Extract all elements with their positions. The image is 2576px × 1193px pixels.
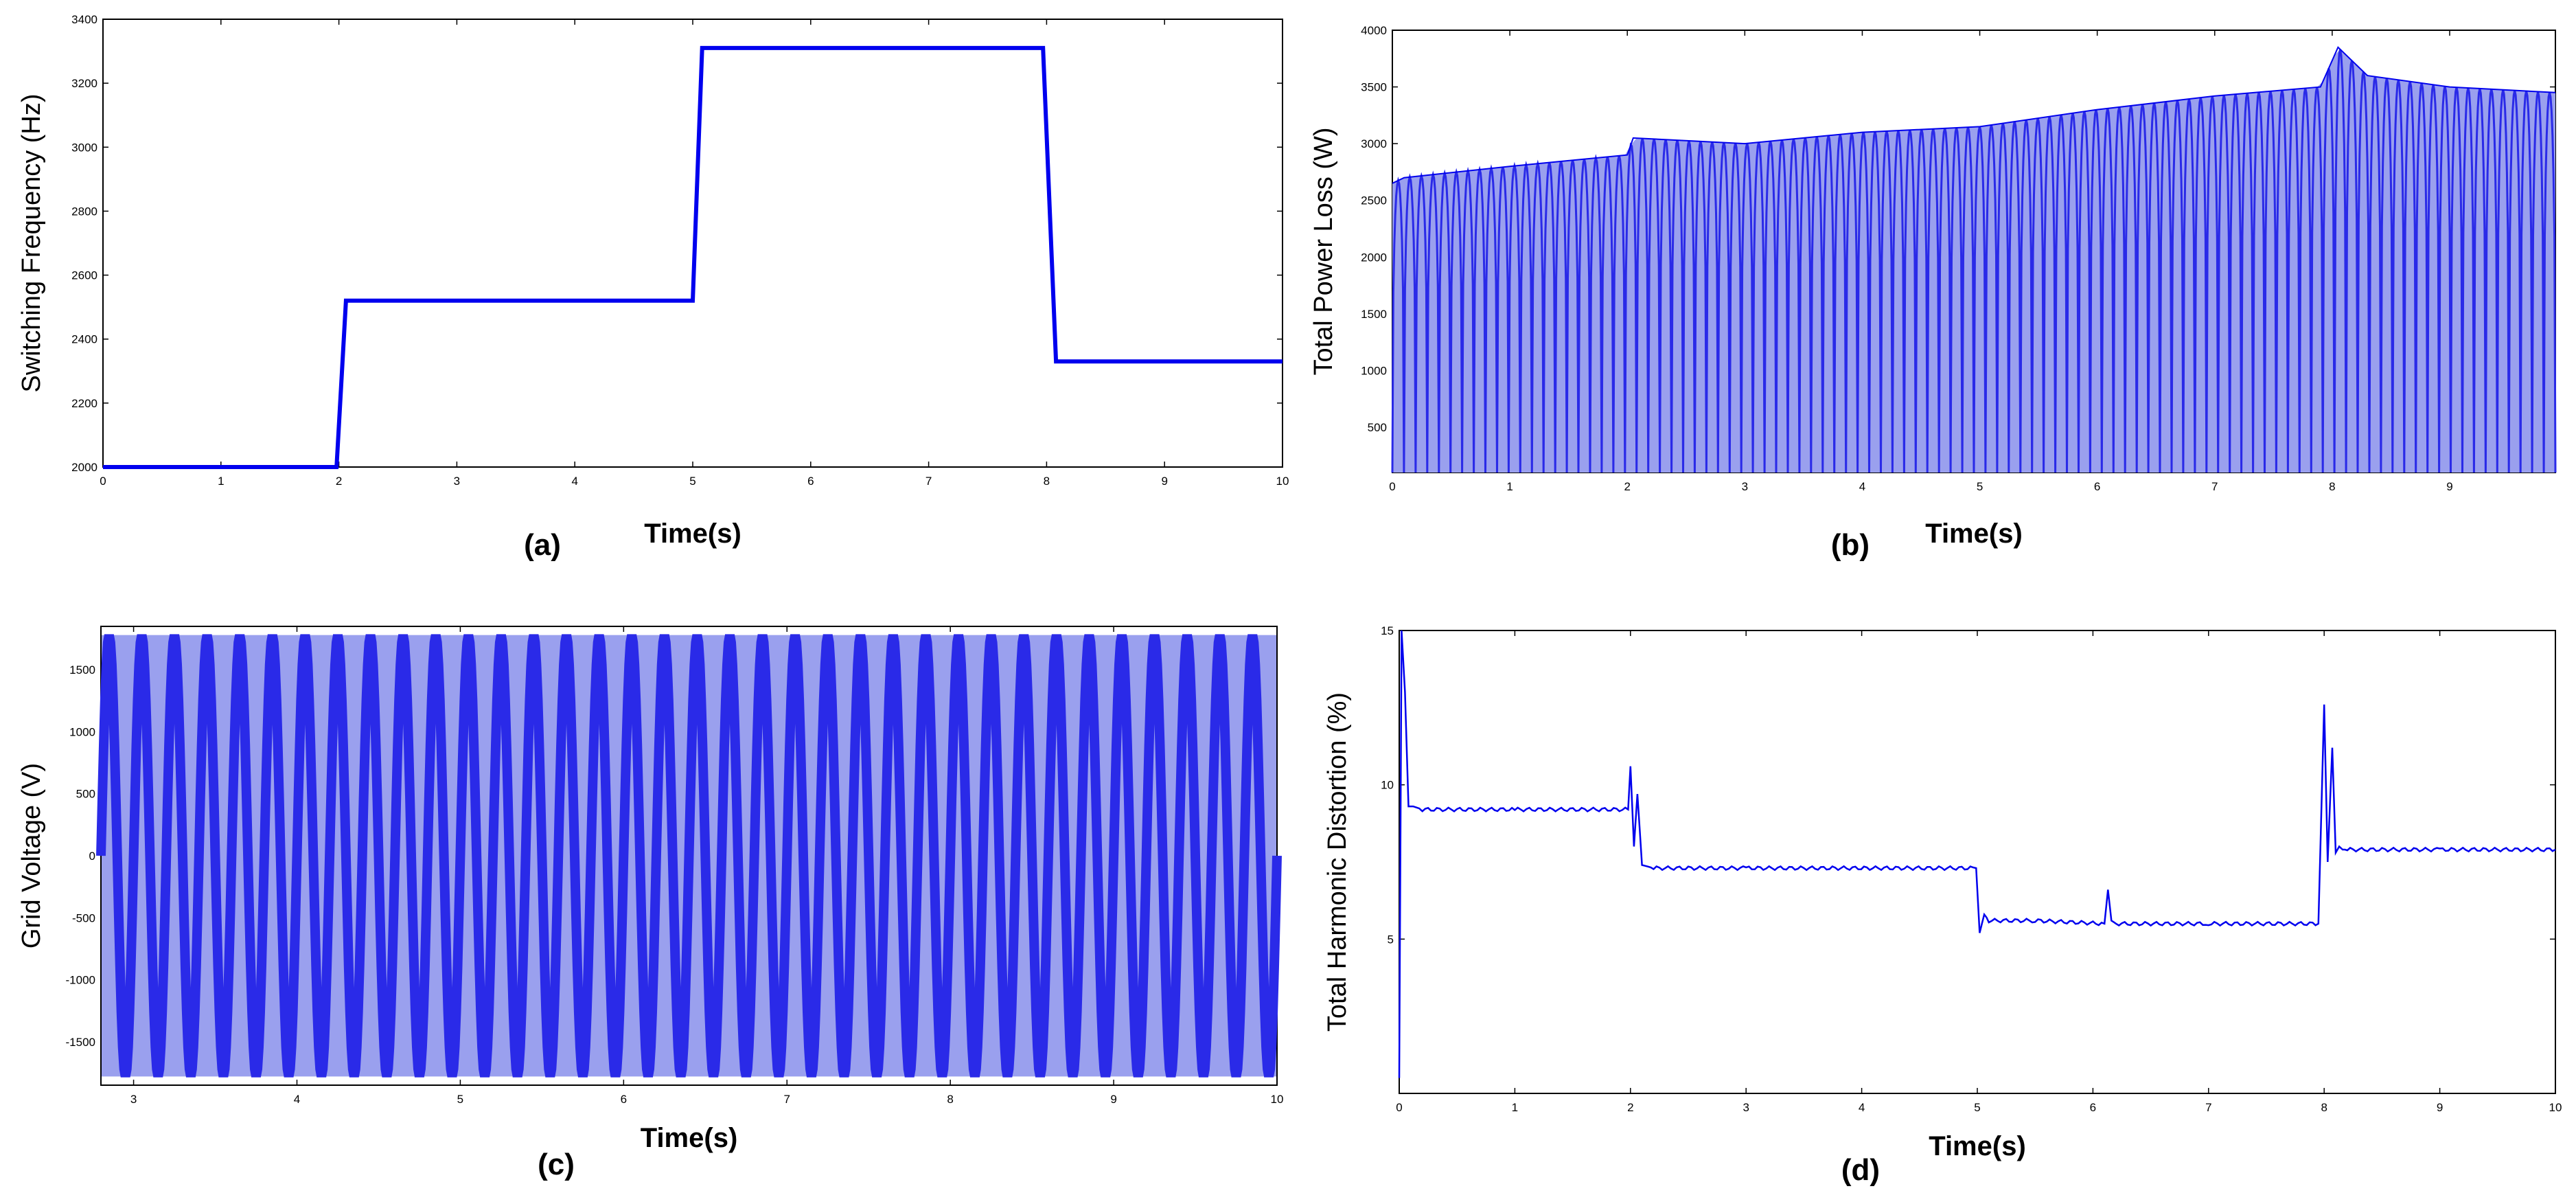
x-tick-label: 2	[1627, 1101, 1633, 1114]
chart-c-grid-voltage: 3 4 5 6 7 8 9 10 -1500 -1000 -500 0 500 1000 1500 Grid …	[17, 626, 1283, 1181]
x-tick-label: 4	[571, 475, 577, 488]
x-axis-label: Time(s)	[644, 519, 741, 549]
x-tick-label: 9	[1110, 1093, 1116, 1106]
x-tick-label: 3	[1743, 1101, 1749, 1114]
x-axis-label: Time(s)	[641, 1123, 738, 1153]
x-tick-label: 9	[1161, 475, 1167, 488]
x-tick-label: 0	[1389, 480, 1395, 493]
x-axis-label: Time(s)	[1925, 519, 2023, 549]
y-tick-label: 2600	[71, 269, 97, 282]
y-tick-label: -500	[72, 911, 95, 924]
x-tick-label: 3	[130, 1093, 137, 1106]
y-axis-label: Switching Frequency (Hz)	[17, 93, 46, 392]
y-tick-label: 500	[1368, 421, 1387, 434]
series-line-power-loss	[1391, 49, 2557, 473]
x-tick-label: 7	[925, 475, 932, 488]
x-tick-label: 2	[1624, 480, 1630, 493]
series-line-switching-frequency	[103, 45, 1283, 469]
x-tick-label: 1	[1506, 480, 1513, 493]
x-tick-label: 6	[807, 475, 814, 488]
chart-d-total-harmonic-distortion: 0 1 2 3 4 5 6 7 8 9 10 5 10 15 Total Harmonic Distorti…	[1323, 624, 2562, 1187]
x-tick-label: 3	[454, 475, 460, 488]
y-tick-label: 2400	[71, 333, 97, 346]
y-tick-label: 1000	[1361, 364, 1387, 377]
y-tick-label: 2000	[1361, 251, 1387, 264]
panel-label: (c)	[538, 1148, 575, 1181]
y-tick-label: 15	[1381, 624, 1394, 637]
y-tick-label: 2200	[71, 397, 97, 410]
y-tick-label: 3000	[1361, 137, 1387, 150]
y-tick-label: 10	[1381, 779, 1394, 792]
y-tick-label: 3000	[71, 141, 97, 154]
x-tick-label: 1	[218, 475, 224, 488]
x-tick-label: 5	[1974, 1101, 1980, 1114]
x-tick-label: 4	[1859, 1101, 1865, 1114]
y-axis-label: Total Power Loss (W)	[1309, 127, 1338, 375]
y-tick-label: 2000	[71, 461, 97, 474]
y-tick-label: 500	[76, 788, 95, 801]
x-tick-label: 5	[689, 475, 695, 488]
x-axis-label: Time(s)	[1929, 1131, 2026, 1161]
panel-label: (d)	[1841, 1153, 1880, 1187]
chart-b-total-power-loss: 0 1 2 3 4 5 6 7 8 9 500 1000 1500 2000 2500 3000 3500 400…	[1309, 24, 2557, 562]
y-tick-label: 2800	[71, 205, 97, 218]
x-tick-label: 8	[2329, 480, 2335, 493]
x-tick-label: 7	[2211, 480, 2218, 493]
x-tick-label: 1	[1512, 1101, 1518, 1114]
series-envelope-upper	[1392, 46, 2556, 184]
x-tick-label: 3	[1742, 480, 1748, 493]
series-line-grid-voltage	[96, 634, 1282, 1078]
y-tick-label: 0	[89, 850, 95, 863]
panel-label: (b)	[1831, 528, 1870, 562]
x-tick-label: 10	[1276, 475, 1289, 488]
x-tick-label: 9	[2446, 480, 2452, 493]
x-tick-label: 4	[294, 1093, 300, 1106]
y-axis-label: Total Harmonic Distortion (%)	[1323, 692, 1352, 1032]
y-tick-label: 2500	[1361, 194, 1387, 207]
y-tick-label: 4000	[1361, 24, 1387, 37]
y-tick-label: -1000	[66, 974, 95, 987]
y-tick-label: 3400	[71, 13, 97, 26]
x-tick-label: 5	[1977, 480, 1983, 493]
x-tick-label: 9	[2437, 1101, 2443, 1114]
plot-frame	[1399, 630, 2556, 1094]
plot-frame	[102, 19, 1283, 468]
y-tick-label: 1500	[1361, 308, 1387, 321]
x-tick-label: 10	[1271, 1093, 1284, 1106]
x-tick-label: 0	[1396, 1101, 1402, 1114]
x-tick-label: 0	[100, 475, 106, 488]
y-tick-label: 5	[1388, 933, 1394, 946]
x-tick-label: 8	[2321, 1101, 2327, 1114]
chart-a-switching-frequency: 0 1 2 3 4 5 6 7 8 9 10 2000 2200 2400 2600 2800 3000 3200…	[17, 13, 1289, 562]
x-tick-label: 8	[947, 1093, 953, 1106]
y-tick-label: 3200	[71, 77, 97, 90]
series-line-thd	[1398, 630, 2556, 1078]
x-tick-label: 7	[2205, 1101, 2211, 1114]
x-tick-label: 2	[336, 475, 342, 488]
x-tick-label: 5	[457, 1093, 463, 1106]
x-tick-label: 4	[1859, 480, 1865, 493]
panel-label: (a)	[524, 528, 561, 562]
x-tick-label: 6	[621, 1093, 627, 1106]
x-tick-label: 10	[2549, 1101, 2562, 1114]
y-tick-label: 1500	[69, 663, 95, 677]
y-tick-label: -1500	[66, 1036, 95, 1049]
y-axis-label: Grid Voltage (V)	[17, 763, 46, 948]
y-tick-label: 3500	[1361, 81, 1387, 94]
x-tick-label: 8	[1044, 475, 1050, 488]
y-tick-label: 1000	[69, 725, 95, 738]
x-tick-label: 6	[2090, 1101, 2096, 1114]
x-tick-label: 6	[2094, 480, 2100, 493]
x-tick-label: 7	[784, 1093, 790, 1106]
